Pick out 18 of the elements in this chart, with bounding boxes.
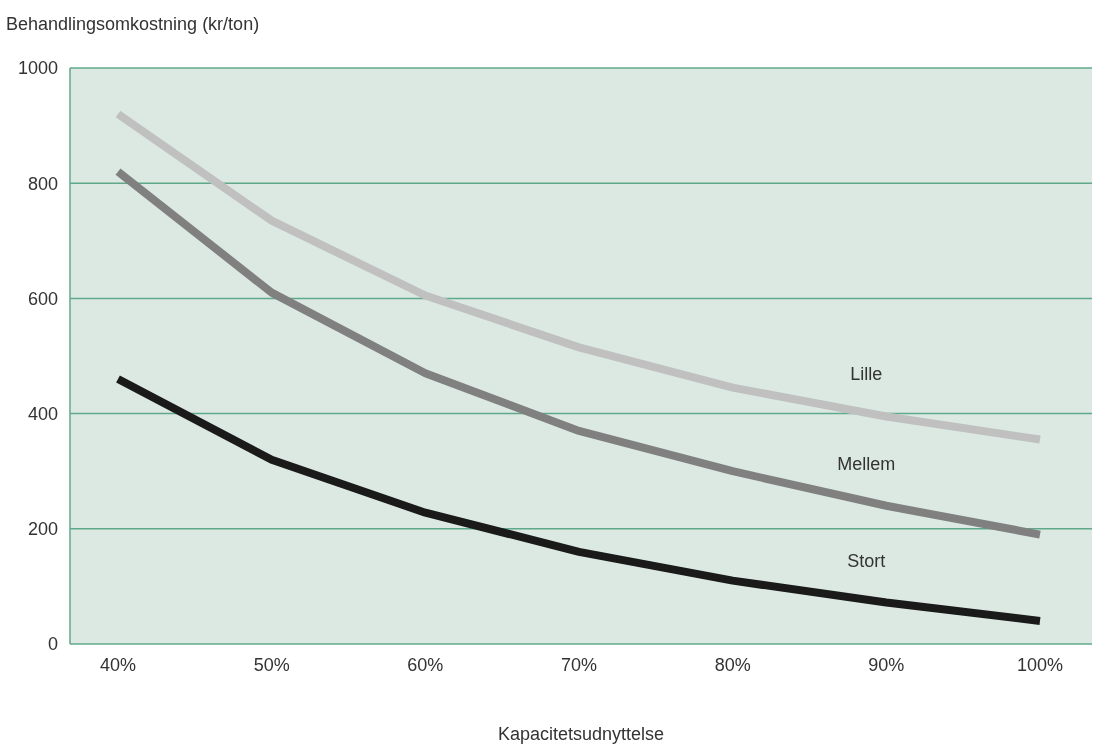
y-axis-title: Behandlingsomkostning (kr/ton) [6, 14, 260, 35]
x-tick-label: 50% [253, 654, 290, 675]
series-label: Lille [850, 364, 883, 385]
x-tick-label: 40% [99, 654, 137, 675]
x-tick-label: 90% [868, 654, 905, 675]
series-label: Stort [847, 550, 886, 571]
x-tick-label: 70% [560, 654, 598, 675]
x-tick-label: 100% [1016, 654, 1064, 675]
x-tick-label: 80% [714, 654, 751, 675]
x-tick-label: 60% [407, 654, 444, 675]
y-tick-label: 400 [27, 403, 58, 424]
x-axis-title: Kapacitetsudnyttelse [497, 724, 665, 744]
y-tick-label: 800 [27, 173, 58, 194]
series-label: Mellem [837, 453, 896, 474]
y-tick-label: 600 [27, 288, 58, 309]
y-tick-label: 1000 [17, 58, 58, 79]
y-tick-label: 200 [27, 519, 58, 540]
y-tick-label: 0 [47, 634, 58, 655]
